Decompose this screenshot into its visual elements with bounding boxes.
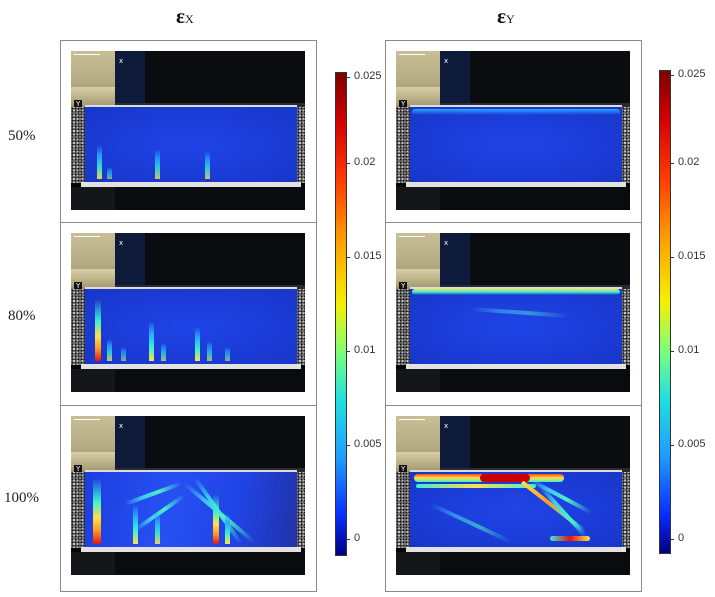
panel-group-ey: x Y x Y: [385, 40, 642, 592]
strain-field: [85, 472, 297, 548]
colorbar-tick: 0.005: [670, 438, 706, 450]
upper-fixture: x Y: [396, 51, 630, 108]
dic-image: x Y: [71, 233, 305, 392]
axis-y-label: Y: [74, 100, 83, 108]
panel-group-ex: x Y x Y: [60, 40, 317, 592]
column-header-ey: εY: [497, 4, 515, 29]
strain-panel-ex-80: x Y: [61, 223, 316, 405]
strain-panel-ex-50: x Y: [61, 41, 316, 222]
colorbar-ex: [335, 72, 347, 556]
dic-image: x Y: [71, 51, 305, 210]
row-label-100: 100%: [4, 490, 39, 506]
row-label-50: 50%: [8, 128, 36, 144]
colorbar-tick: 0: [345, 532, 361, 544]
upper-fixture: x Y: [71, 233, 305, 290]
colorbar-tick: 0.015: [670, 250, 706, 262]
colorbar-tick: 0: [669, 532, 685, 544]
strain-field: [85, 107, 297, 183]
axis-x-label: x: [119, 239, 124, 247]
dic-image: x Y: [71, 416, 305, 575]
axis-y-label: Y: [74, 282, 83, 290]
column-header-ex: εX: [176, 4, 194, 29]
lower-fixture: [71, 369, 305, 392]
axis-x-label: x: [119, 57, 124, 65]
colorbar-tick: 0.005: [346, 438, 382, 450]
colorbar-ey: [659, 70, 671, 554]
upper-fixture: x Y: [71, 416, 305, 473]
strain-field: [410, 289, 622, 365]
strain-field: [410, 472, 622, 548]
axis-x-label: x: [444, 422, 449, 430]
column-header-symbol: ε: [497, 4, 506, 28]
strain-panel-ey-100: x Y: [386, 406, 641, 591]
dic-image: x Y: [396, 51, 630, 210]
colorbar-tick: 0.02: [669, 156, 700, 168]
colorbar-tick: 0.01: [669, 344, 700, 356]
lower-fixture: [71, 552, 305, 575]
axis-x-label: x: [119, 422, 124, 430]
axis-x-label: x: [444, 57, 449, 65]
strain-panel-ey-80: x Y: [386, 223, 641, 405]
strain-field: [410, 107, 622, 183]
axis-y-label: Y: [399, 465, 408, 473]
strain-panel-ey-50: x Y: [386, 41, 641, 222]
column-header-subscript: Y: [505, 12, 515, 26]
upper-fixture: x Y: [396, 416, 630, 473]
column-header-symbol: ε: [176, 4, 185, 28]
strain-field: [85, 289, 297, 365]
row-label-80: 80%: [8, 308, 36, 324]
column-header-subscript: X: [184, 12, 194, 26]
upper-fixture: x Y: [396, 233, 630, 290]
colorbar-tick: 0.025: [670, 68, 706, 80]
lower-fixture: [71, 187, 305, 210]
colorbar-tick: 0.01: [345, 344, 376, 356]
upper-fixture: x Y: [71, 51, 305, 108]
colorbar-tick: 0.025: [346, 70, 382, 82]
colorbar-tick: 0.02: [345, 156, 376, 168]
lower-fixture: [396, 369, 630, 392]
axis-x-label: x: [444, 239, 449, 247]
dic-image: x Y: [396, 416, 630, 575]
lower-fixture: [396, 187, 630, 210]
axis-y-label: Y: [74, 465, 83, 473]
axis-y-label: Y: [399, 100, 408, 108]
lower-fixture: [396, 552, 630, 575]
colorbar-tick: 0.015: [346, 250, 382, 262]
strain-panel-ex-100: x Y: [61, 406, 316, 591]
axis-y-label: Y: [399, 282, 408, 290]
dic-image: x Y: [396, 233, 630, 392]
